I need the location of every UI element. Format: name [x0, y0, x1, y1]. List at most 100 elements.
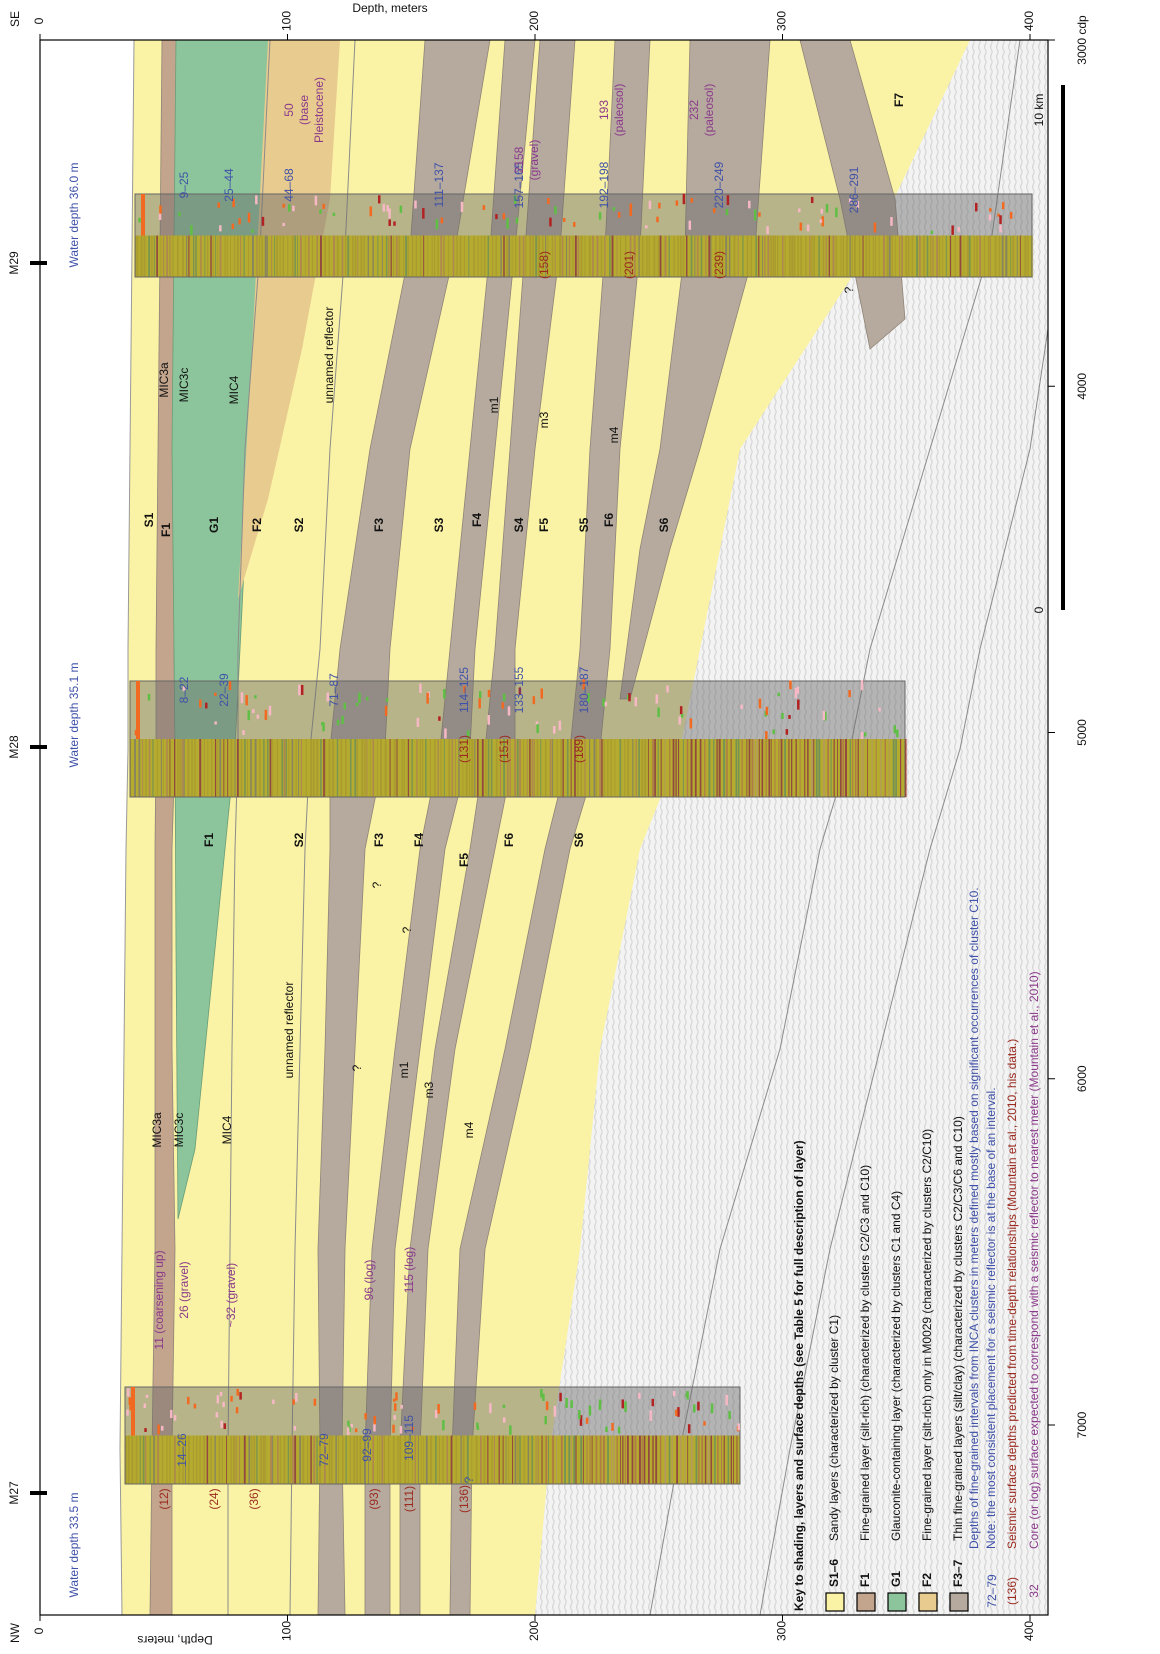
core-cluster	[218, 203, 221, 208]
core-cluster	[890, 217, 893, 226]
core-cluster	[748, 201, 751, 209]
core-cluster	[393, 1415, 396, 1420]
core-cluster	[711, 1403, 714, 1413]
legend-sample: 32	[1027, 1584, 1041, 1598]
layer-label: F6	[602, 513, 616, 527]
core-cluster	[333, 213, 336, 216]
core-cluster	[503, 1417, 506, 1422]
core-surface: 2158	[512, 146, 526, 173]
core-cluster	[848, 690, 851, 697]
layer-label: S5	[577, 517, 591, 532]
core-cluster	[725, 1395, 728, 1406]
inca-interval: 44–68	[282, 168, 296, 202]
core-cluster	[247, 710, 250, 720]
inca-interval: 111–137	[432, 162, 446, 207]
core-cluster	[657, 708, 660, 717]
seismic-depth: (151)	[497, 735, 511, 763]
core-cluster	[533, 696, 536, 704]
legend-code: G1	[889, 1571, 903, 1587]
core-cluster	[477, 1426, 480, 1430]
core-cluster	[835, 208, 838, 218]
core-cluster	[315, 196, 318, 206]
cdp-tick-label: 6000	[1075, 1065, 1089, 1092]
core-cluster	[740, 705, 743, 709]
core-cluster	[800, 223, 803, 231]
core-cluster	[292, 1399, 295, 1404]
core-cluster	[547, 198, 550, 204]
legend-text: Thin fine-grained layers (silt/clay) (ch…	[951, 1116, 965, 1541]
layer-label: F6	[502, 833, 516, 847]
core-cluster	[422, 208, 425, 219]
core-cluster	[224, 1423, 227, 1429]
core-cluster	[540, 688, 543, 698]
inca-interval: 9–25	[177, 171, 191, 198]
core-cluster	[358, 693, 361, 703]
layer-label: S2	[292, 832, 306, 847]
figure: 00100100200200300300400400Depth, metersD…	[0, 0, 1160, 1649]
core-surface: (paleosol)	[612, 84, 626, 137]
core-top	[136, 681, 140, 739]
core-cluster	[554, 206, 557, 214]
scale-bar-end: 10 km	[1032, 94, 1046, 127]
inca-interval: 133–155	[512, 666, 526, 713]
core-cluster	[144, 1404, 147, 1409]
core-cluster	[786, 729, 789, 735]
core-cluster	[599, 212, 602, 219]
inca-interval: 25–44	[222, 168, 236, 202]
core-cluster	[688, 1424, 691, 1433]
core-cluster	[356, 703, 359, 706]
core-cluster	[248, 213, 251, 223]
core-cluster	[254, 695, 257, 698]
legend-sample: 72–79	[985, 1574, 999, 1608]
seismic-depth: (36)	[247, 1488, 261, 1509]
water-depth: Water depth 36.0 m	[67, 163, 81, 268]
core-cluster	[370, 206, 373, 216]
core-cluster	[649, 1410, 652, 1421]
core-cluster	[417, 718, 420, 727]
core-cluster	[559, 721, 562, 731]
core-cluster	[565, 1398, 568, 1408]
core-cluster	[394, 1403, 397, 1411]
core-cluster	[777, 693, 780, 697]
core-top	[141, 194, 145, 236]
core-cluster	[989, 214, 992, 220]
core-cluster	[629, 205, 632, 216]
core-cluster	[159, 205, 162, 213]
core-cluster	[676, 200, 679, 205]
core-cluster	[1002, 202, 1005, 209]
legend-text: Glauconite-containing layer (characteriz…	[889, 1191, 903, 1541]
core-cluster	[222, 1402, 225, 1407]
core-cluster	[298, 685, 301, 696]
core-cluster	[483, 205, 486, 210]
core-cluster	[516, 218, 519, 224]
core-cluster	[605, 1427, 608, 1432]
layer-label: S2	[292, 517, 306, 532]
core-cluster	[385, 706, 388, 716]
core-cluster	[245, 695, 248, 705]
core-cluster	[292, 206, 295, 211]
core-cluster	[395, 1392, 398, 1400]
depth-tick-label: 300	[775, 11, 789, 31]
core-cluster	[766, 226, 769, 234]
core-cluster	[265, 710, 268, 720]
core-cluster	[622, 1399, 625, 1408]
core-cluster	[301, 685, 304, 695]
core-cluster	[975, 203, 978, 212]
core-surface: 50	[282, 103, 296, 117]
seismic-depth: (131)	[457, 735, 471, 763]
core-cluster	[344, 703, 347, 710]
core-cluster	[337, 720, 340, 726]
core-cluster	[426, 693, 429, 704]
core-cluster	[232, 224, 235, 229]
core-cluster	[443, 689, 446, 699]
reflector-label: m1	[487, 396, 501, 413]
core-cluster	[489, 1403, 492, 1413]
legend-swatch	[919, 1593, 937, 1611]
core-cluster	[400, 206, 403, 213]
core-cluster	[364, 1413, 367, 1419]
layer-label: S6	[572, 832, 586, 847]
plot-area	[40, 40, 1070, 1615]
core-cluster	[546, 1401, 549, 1410]
core-cluster	[666, 685, 669, 692]
inca-interval: 92–99	[360, 1428, 374, 1462]
